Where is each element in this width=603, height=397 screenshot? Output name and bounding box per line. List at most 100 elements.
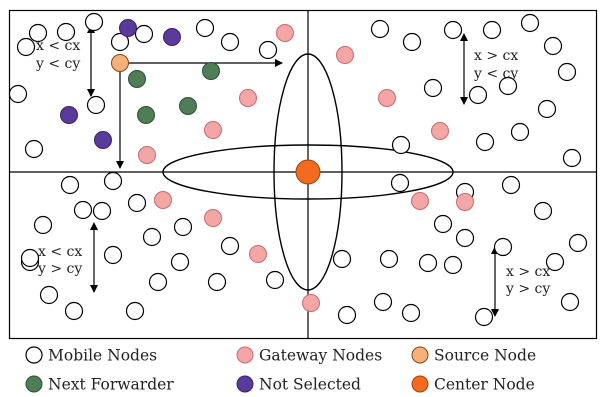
legend-gateway-label: Gateway Nodes [259,347,382,365]
gateway-node [411,192,429,210]
node-layer [8,12,588,327]
mobile-node [474,307,494,327]
gateway-node [276,24,294,42]
quadrant-label-top-left-x: x < cx [36,38,80,54]
forwarder-node [202,62,220,80]
field-border [8,9,598,340]
mobile-node [110,32,130,52]
mobile-node [39,285,59,305]
mobile-node [543,36,563,56]
mobile-node [33,215,53,235]
mobile-node [533,201,553,221]
center-node [295,159,321,185]
forwarder-node [179,97,197,115]
mobile-node [60,175,80,195]
forwarder-node [137,106,155,124]
mobile-node [64,301,84,321]
mobile-node [545,252,565,272]
legend-mobile-swatch [25,346,43,364]
mobile-node [103,171,123,191]
mobile-node [560,292,580,312]
quadrant-label-bottom-right-x: x > cx [506,264,550,280]
mobile-node [379,249,399,269]
mobile-node [92,201,112,221]
mobile-node [501,175,521,195]
mobile-node [443,255,463,275]
mobile-node [86,95,106,115]
mobile-node [73,200,93,220]
mobile-node [127,193,147,213]
legend-notselected-swatch [236,375,254,393]
mobile-node [562,148,582,168]
mobile-node [220,32,240,52]
legend-forwarder-label: Next Forwarder [48,376,174,394]
gateway-node [249,245,267,263]
quadrant-label-bottom-right-y: y > cy [505,281,550,297]
mobile-node [24,139,44,159]
mobile-node [28,23,48,43]
mobile-node [482,20,502,40]
mobile-node [56,22,76,42]
mobile-node [337,305,357,325]
mobile-node [455,228,475,248]
mobile-node [475,132,495,152]
mobile-node [373,292,393,312]
legend-center-swatch [411,375,429,393]
mobile-node [402,32,422,52]
mobile-node [16,37,36,57]
gateway-node [239,89,257,107]
mobile-node [418,253,438,273]
mobile-node [134,24,154,44]
legend: Mobile Nodes Gateway Nodes Source Node Next… [25,346,536,394]
mobile-node [170,252,190,272]
mobile-node [103,245,123,265]
mobile-node [125,301,145,321]
legend-forwarder-swatch [25,375,43,393]
mobile-node [220,236,240,256]
forwarder-node [128,70,146,88]
mobile-node [20,248,40,268]
mobile-node [195,18,215,38]
mobile-node [207,272,227,292]
legend-center-label: Center Node [434,376,535,394]
mobile-node [84,12,104,32]
legend-notselected-label: Not Selected [259,376,361,394]
gateway-node [456,193,474,211]
mobile-node [520,13,540,33]
mobile-node [510,122,530,142]
notselected-node [163,28,181,46]
legend-source-swatch [411,346,429,364]
mobile-node [370,19,390,39]
notselected-node [119,19,137,37]
quadrant-label-top-right-x: x > cx [474,48,518,64]
gateway-node [204,121,222,139]
mobile-node [142,227,162,247]
gateway-node [336,46,354,64]
mobile-node [557,62,577,82]
gateway-node [204,209,222,227]
vertical-ellipse [273,53,343,291]
mobile-node [498,76,518,96]
mobile-node [332,249,352,269]
gateway-node [154,191,172,209]
mobile-node [390,173,410,193]
gateway-node [302,294,320,312]
gateway-node [378,89,396,107]
quadrant-label-bottom-left-x: x < cx [38,244,82,260]
mobile-node [537,99,557,119]
mobile-node [443,20,463,40]
mobile-node [568,233,588,253]
mobile-node [391,135,411,155]
legend-source-label: Source Node [434,347,536,365]
mobile-node [493,237,513,257]
legend-gateway-swatch [236,346,254,364]
mobile-node [433,214,453,234]
mobile-node [148,272,168,292]
quadrant-label-bottom-left-y: y > cy [37,261,82,277]
source-node [111,54,129,72]
gateway-node [138,146,156,164]
mobile-node [258,40,278,60]
legend-mobile-label: Mobile Nodes [48,347,157,365]
